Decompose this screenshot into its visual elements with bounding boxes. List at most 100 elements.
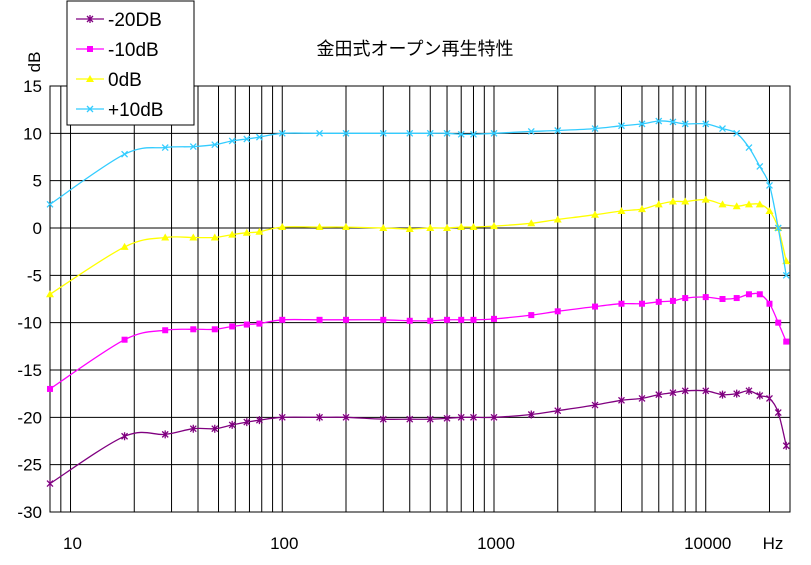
x-tick-labels: 10 100 1000 10000: [63, 534, 731, 553]
data-point: [681, 386, 689, 395]
data-point: [527, 219, 536, 227]
data-point: [745, 386, 753, 395]
data-point: [591, 210, 600, 218]
data-point: [316, 129, 324, 137]
plot-frame: [49, 85, 791, 513]
data-point: [702, 120, 710, 128]
data-point: [211, 326, 218, 333]
data-point: [380, 316, 387, 323]
data-point: [316, 413, 324, 422]
data-point: [638, 394, 646, 403]
data-point: [278, 129, 286, 137]
data-point: [86, 105, 94, 113]
data-point: [756, 163, 764, 170]
data-point: [161, 233, 170, 241]
data-point: [87, 46, 93, 52]
data-point: [457, 130, 465, 138]
data-point: [243, 418, 251, 427]
data-point: [161, 144, 169, 151]
data-point: [554, 127, 562, 134]
data-point: [732, 202, 741, 210]
data-point: [342, 129, 350, 137]
data-point: [121, 336, 128, 343]
data-point: [46, 200, 54, 208]
data-point: [592, 303, 599, 310]
data-point: [591, 401, 599, 410]
data-point: [655, 390, 663, 399]
y-tick-label: -20: [17, 408, 42, 427]
data-point: [406, 317, 413, 324]
data-point: [719, 125, 726, 133]
series-line: [49, 120, 787, 276]
chart-title: 金田式オープン再生特性: [317, 39, 514, 60]
data-point: [527, 127, 535, 135]
data-point: [189, 143, 197, 151]
y-tick-label: 15: [23, 77, 42, 96]
data-point: [733, 295, 740, 302]
data-point: [443, 414, 451, 423]
data-point: [46, 290, 54, 298]
data-point: [426, 415, 434, 424]
data-point: [774, 408, 782, 417]
data-point: [745, 291, 752, 298]
data-point: [228, 137, 236, 145]
data-point: [121, 432, 129, 441]
y-tick-label: -15: [17, 361, 42, 380]
data-point: [255, 133, 263, 141]
data-point: [210, 233, 219, 241]
data-point: [491, 315, 497, 322]
legend-item: +10dB: [76, 100, 163, 121]
data-point: [470, 316, 477, 323]
data-point: [655, 117, 663, 125]
data-point: [745, 144, 753, 151]
data-point: [682, 295, 689, 302]
data-point: [639, 300, 645, 307]
data-point: [744, 200, 753, 208]
data-point: [46, 479, 54, 488]
data-point: [702, 386, 710, 395]
data-point: [701, 195, 710, 203]
data-point: [228, 420, 236, 429]
data-point: [443, 224, 452, 231]
data-point: [316, 316, 323, 323]
data-point: [669, 388, 677, 397]
x-tick-label: 10: [63, 534, 82, 553]
y-tick-label: 5: [33, 172, 42, 191]
y-axis-label: dB: [25, 52, 44, 73]
data-point: [243, 321, 250, 328]
data-point: [755, 200, 764, 208]
data-point: [278, 223, 287, 231]
data-point: [228, 230, 237, 238]
data-point: [243, 135, 251, 143]
data-point: [343, 316, 349, 323]
data-point: [379, 224, 388, 231]
data-point: [655, 298, 662, 305]
data-point: [120, 242, 129, 250]
x-tick-label: 1000: [477, 534, 515, 553]
y-tick-labels: 15 10 5 0 -5 -10 -15 -20 -25 -30: [17, 77, 42, 522]
series-group: [47, 291, 790, 392]
gridlines: [49, 85, 791, 513]
data-point: [255, 416, 263, 425]
data-point: [342, 413, 350, 422]
data-point: [553, 215, 562, 223]
data-point: [775, 319, 782, 326]
data-point: [405, 224, 414, 232]
series-line: [49, 389, 787, 485]
data-point: [426, 129, 434, 137]
data-point: [211, 424, 219, 433]
data-point: [457, 413, 465, 422]
legend-item: 0dB: [76, 70, 142, 91]
data-point: [719, 390, 726, 399]
data-point: [765, 206, 774, 214]
data-point: [379, 129, 387, 137]
data-point: [406, 415, 414, 424]
data-point: [121, 150, 129, 158]
legend-item: -20DB: [76, 10, 162, 31]
data-point: [554, 406, 562, 415]
data-point: [47, 385, 53, 392]
data-point: [719, 296, 726, 302]
legend-label: -10dB: [108, 40, 159, 61]
data-point: [189, 424, 197, 433]
